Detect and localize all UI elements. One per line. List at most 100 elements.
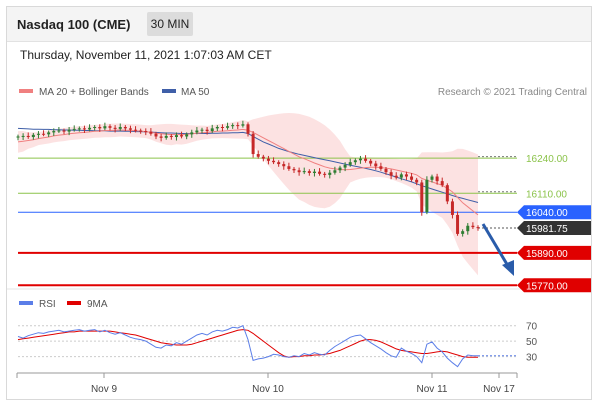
candle-body: [246, 124, 250, 134]
candle-body: [348, 162, 352, 165]
ma9-legend-label: 9MA: [87, 299, 108, 310]
bollinger-band: [18, 113, 478, 276]
candle-body: [456, 214, 460, 234]
ma50-legend-swatch: [162, 89, 176, 93]
candle-body: [169, 135, 173, 138]
candle-body: [62, 130, 66, 132]
candle-body: [440, 181, 444, 186]
level-tag-15981.75: [517, 220, 591, 235]
candle-body: [256, 154, 260, 157]
candle-body: [277, 162, 281, 165]
candle-body: [266, 158, 270, 161]
rsi-tick-30: 30: [526, 353, 538, 364]
candle-body: [404, 174, 408, 177]
level-label-15981.75: 15981.75: [526, 224, 568, 235]
candle-body: [374, 163, 378, 167]
candle-body: [113, 127, 117, 129]
candle-body: [415, 179, 419, 183]
candle-body: [149, 131, 153, 134]
candle-body: [358, 158, 362, 161]
x-tick-label: Nov 9: [91, 384, 118, 395]
chart-widget: Nasdaq 100 (CME) 30 MIN Thursday, Novemb…: [6, 6, 592, 400]
candle-body: [226, 126, 230, 128]
candle-body: [323, 173, 327, 175]
candle-body: [369, 160, 373, 164]
x-tick-label: Nov 17: [483, 384, 515, 395]
candle-body: [333, 170, 337, 173]
level-label-16110.00: 16110.00: [526, 189, 567, 200]
candle-body: [364, 158, 368, 161]
candle-body: [154, 133, 158, 137]
candle-body: [343, 164, 347, 168]
candle-body: [134, 129, 138, 131]
level-label-15890.00: 15890.00: [526, 249, 568, 260]
instrument-title: Nasdaq 100 (CME): [17, 17, 131, 32]
candle-body: [251, 133, 255, 155]
candle-body: [159, 136, 163, 138]
timeframe-button[interactable]: 30 MIN: [147, 12, 193, 36]
candle-body: [93, 127, 97, 128]
candle-body: [77, 128, 81, 130]
candle-body: [210, 128, 214, 132]
candle-body: [420, 182, 424, 213]
candle-body: [307, 171, 311, 173]
widget-header: Nasdaq 100 (CME) 30 MIN: [7, 7, 591, 42]
candle-body: [47, 132, 51, 135]
rsi-legend-swatch: [19, 301, 33, 305]
candle-body: [52, 131, 56, 133]
candle-body: [384, 168, 388, 173]
rsi-tick-50: 50: [526, 337, 538, 348]
candle-body: [292, 168, 296, 171]
candle-body: [318, 171, 322, 174]
candle-body: [36, 133, 40, 135]
candle-body: [180, 135, 184, 137]
level-label-15770.00: 15770.00: [526, 281, 568, 292]
candle-body: [26, 135, 30, 138]
candle-body: [200, 129, 204, 131]
candle-body: [72, 128, 76, 130]
candle-body: [312, 171, 316, 173]
candle-body: [445, 185, 449, 202]
candle-body: [410, 176, 414, 180]
candle-body: [476, 227, 480, 229]
candle-body: [185, 134, 189, 137]
candle-body: [302, 171, 306, 173]
candle-body: [67, 129, 71, 132]
candle-body: [261, 156, 265, 159]
level-tag-15770.00: [517, 278, 591, 293]
candle-body: [399, 174, 403, 178]
candle-body: [88, 127, 92, 130]
candle-body: [236, 125, 240, 127]
rsi-legend-label: RSI: [39, 299, 56, 310]
candle-body: [108, 126, 112, 128]
candle-body: [272, 160, 276, 163]
level-tag-15890.00: [517, 245, 591, 260]
credit-text: Research © 2021 Trading Central: [438, 87, 587, 98]
candle-body: [215, 127, 219, 129]
ma20-legend-label: MA 20 + Bollinger Bands: [39, 87, 149, 98]
ma9-legend-swatch: [67, 301, 81, 305]
candle-body: [139, 130, 143, 132]
x-tick-label: Nov 11: [417, 384, 448, 395]
candle-body: [98, 127, 102, 129]
candle-body: [466, 225, 470, 232]
x-tick-label: Nov 10: [252, 384, 284, 395]
candle-body: [425, 179, 429, 213]
candle-body: [231, 125, 235, 127]
candle-body: [31, 134, 35, 138]
forecast-arrow-shaft: [481, 223, 510, 267]
candle-body: [174, 135, 178, 138]
rsi-line: [17, 325, 478, 368]
level-tag-16040.00: [517, 205, 591, 220]
candle-body: [297, 170, 301, 173]
candle-body: [430, 176, 434, 180]
candle-body: [16, 136, 20, 138]
rsi-tick-70: 70: [526, 322, 538, 333]
level-label-16040.00: 16040.00: [526, 208, 568, 219]
candle-body: [389, 172, 393, 176]
ma50-legend-label: MA 50: [181, 87, 210, 98]
candle-body: [328, 172, 332, 175]
candle-body: [128, 128, 132, 130]
timestamp: Thursday, November 11, 2021 1:07:03 AM C…: [20, 48, 272, 62]
candle-body: [471, 225, 475, 228]
